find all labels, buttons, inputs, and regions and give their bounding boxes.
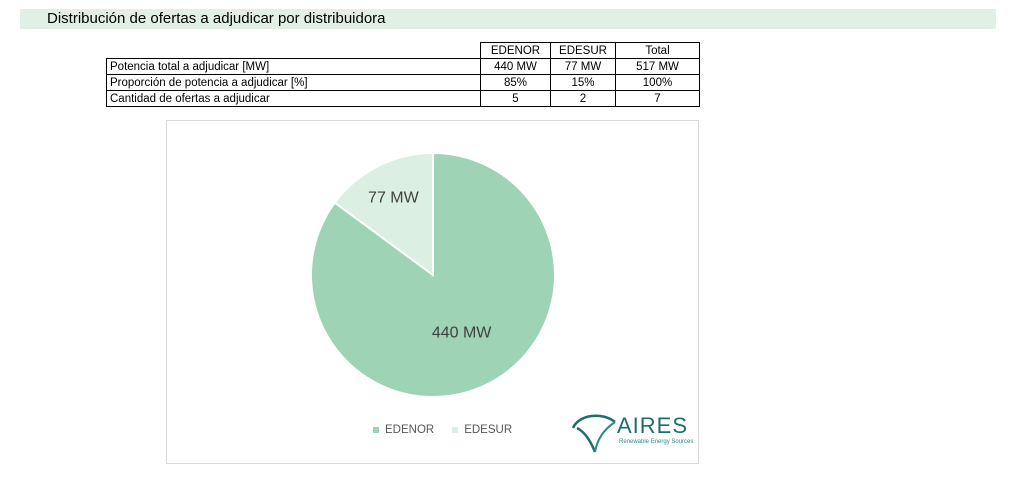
table-cell: 2 (550, 90, 616, 107)
table-corner (107, 43, 481, 59)
legend-item-edenor: EDENOR (373, 424, 434, 436)
row-label: Proporción de potencia a adjudicar [%] (106, 74, 481, 91)
legend-swatch (373, 427, 379, 433)
column-header: Total (615, 42, 700, 59)
row-label: Potencia total a adjudicar [MW] (106, 58, 481, 75)
column-header: EDESUR (550, 42, 616, 59)
aires-logo-mark-icon (571, 414, 616, 453)
legend-swatch (452, 427, 459, 433)
table-row: Potencia total a adjudicar [MW] 440 MW 7… (106, 58, 700, 75)
summary-table: EDENOR EDESUR Total Potencia total a adj… (106, 42, 700, 107)
legend-label: EDESUR (464, 424, 513, 436)
table-cell: 440 MW (480, 58, 551, 75)
table-cell: 517 MW (615, 58, 700, 75)
row-label: Cantidad de ofertas a adjudicar (106, 90, 481, 107)
table-cell: 77 MW (550, 58, 616, 75)
chart-legend: EDENOR EDESUR (373, 424, 512, 436)
pie-slice-edesur (333, 151, 434, 277)
legend-item-edesur: EDESUR (452, 424, 512, 436)
logo-text: AIRES (617, 413, 689, 438)
table-header-row: EDENOR EDESUR Total (107, 42, 700, 59)
section-title-bar: Distribución de ofertas a adjudicar por … (20, 9, 996, 29)
table-row: Proporción de potencia a adjudicar [%] 8… (106, 74, 700, 91)
aires-logo: AIRES Renewable Energy Sources (569, 408, 699, 454)
logo-tagline: Renewable Energy Sources (619, 439, 694, 445)
table-cell: 5 (480, 90, 551, 107)
table-cell: 85% (480, 74, 551, 91)
page-title: Distribución de ofertas a adjudicar por … (47, 10, 386, 27)
column-header: EDENOR (480, 42, 551, 59)
table-row: Cantidad de ofertas a adjudicar 5 2 7 (106, 90, 700, 107)
data-label-edenor: 440 MW (432, 325, 492, 342)
pie-chart: 440 MW 77 MW EDENOR EDESUR AIRES Renewabl… (166, 120, 699, 464)
data-label-edesur: 77 MW (368, 190, 420, 207)
table-cell: 15% (550, 74, 616, 91)
legend-label: EDENOR (385, 424, 435, 436)
table-cell: 100% (615, 74, 700, 91)
table-cell: 7 (615, 90, 700, 107)
pie-chart-svg: 440 MW 77 MW (310, 151, 556, 398)
